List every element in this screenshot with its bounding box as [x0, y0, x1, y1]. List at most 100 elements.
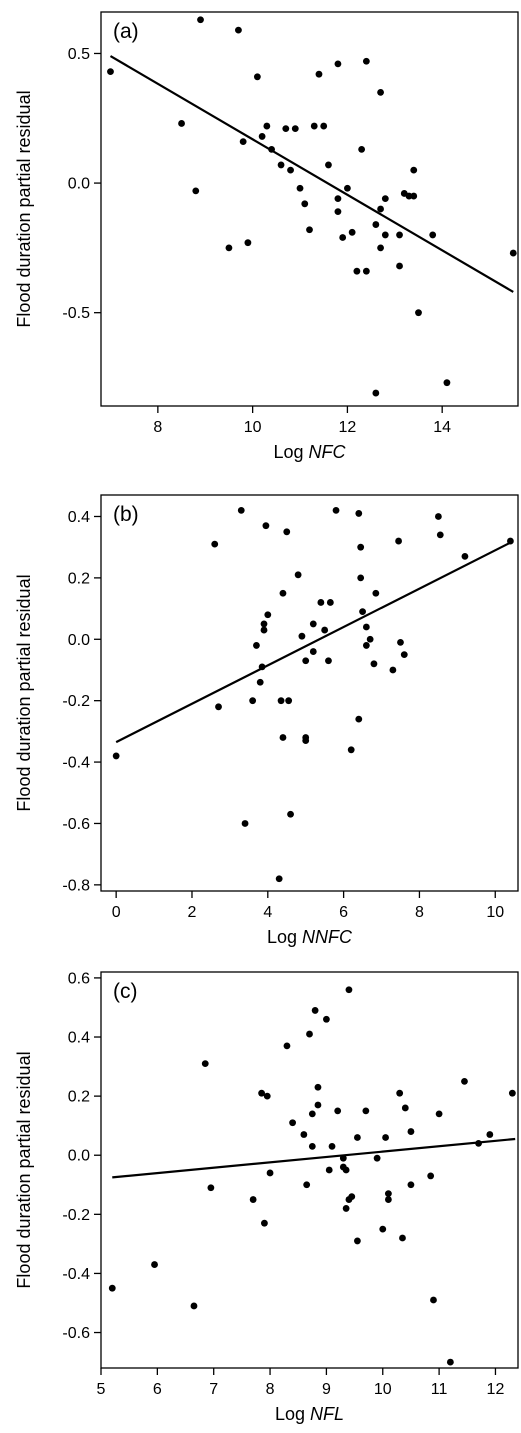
data-point — [434, 513, 442, 520]
x-tick-label: 8 — [153, 419, 162, 436]
data-point — [436, 531, 444, 539]
data-point — [362, 642, 370, 649]
data-point — [300, 1131, 308, 1138]
y-tick-label: -0.6 — [62, 1325, 90, 1342]
data-point — [384, 1190, 392, 1198]
y-axis-label: Flood duration partial residual — [14, 90, 34, 327]
data-point — [415, 309, 422, 317]
data-point — [359, 608, 366, 616]
y-tick-label: -0.4 — [62, 755, 90, 772]
data-point — [268, 145, 275, 153]
data-point — [258, 133, 266, 140]
data-point — [357, 574, 365, 582]
data-point — [260, 620, 268, 628]
x-tick-label: 10 — [486, 904, 504, 921]
x-axis-label-prefix: Log — [273, 442, 308, 462]
data-point — [342, 1166, 350, 1174]
data-point — [253, 642, 260, 649]
data-point — [328, 1142, 336, 1150]
data-point — [355, 510, 363, 517]
data-point — [475, 1140, 482, 1147]
data-point — [301, 200, 309, 208]
data-point — [362, 1107, 370, 1115]
data-point — [381, 231, 389, 239]
data-point — [325, 657, 332, 665]
plot-frame — [100, 11, 519, 407]
data-point — [315, 70, 323, 78]
x-tick-label: 5 — [97, 1381, 106, 1398]
data-point — [435, 1110, 443, 1118]
data-point — [291, 125, 299, 133]
data-point — [373, 1154, 381, 1162]
data-point — [215, 703, 222, 711]
data-point — [461, 1077, 468, 1085]
data-point — [334, 1107, 342, 1115]
x-tick-label: 11 — [431, 1381, 448, 1398]
data-point — [446, 1358, 454, 1366]
data-point — [262, 522, 270, 530]
data-point — [401, 1104, 409, 1112]
data-point — [382, 1134, 389, 1141]
data-point — [311, 1007, 319, 1014]
data-point — [362, 623, 370, 631]
data-point — [264, 611, 272, 619]
data-point — [334, 60, 342, 68]
data-point — [308, 1142, 316, 1150]
data-point — [303, 1181, 311, 1189]
y-axis-label: Flood duration partial residual — [14, 574, 34, 811]
data-point — [334, 208, 342, 215]
data-point — [241, 820, 249, 827]
data-point — [396, 231, 403, 239]
data-point — [396, 262, 403, 270]
data-point — [283, 1042, 291, 1050]
x-axis-label-variable: NNFC — [302, 927, 353, 947]
chart-panel-1: 8 10 12 14 -0.5 0.0 0.5 Log NFC Flood duration p… — [14, 11, 519, 462]
x-tick-label: 12 — [487, 1381, 505, 1398]
data-point — [362, 267, 370, 275]
data-point — [256, 678, 264, 686]
data-point — [314, 1101, 322, 1109]
data-point — [405, 192, 413, 200]
data-point — [263, 1092, 271, 1100]
chart-panel-2: 0 2 4 6 8 10 -0.8 -0.6 -0.4 -0.2 0.0 0.2 0.4 Log NNFC… — [14, 494, 519, 947]
data-point — [389, 666, 397, 674]
y-tick-label: 0.4 — [68, 1030, 90, 1047]
data-point — [263, 122, 271, 130]
y-tick-label: -0.2 — [62, 693, 90, 710]
data-point — [399, 1234, 406, 1242]
data-point — [384, 1196, 392, 1203]
data-point — [320, 122, 328, 130]
data-point — [321, 626, 329, 634]
x-axis-label: Log NFL — [275, 1404, 344, 1424]
data-point — [508, 1089, 516, 1097]
data-point — [302, 737, 310, 744]
x-tick-label: 2 — [188, 904, 197, 921]
data-point — [178, 120, 185, 127]
data-point — [366, 635, 374, 643]
data-point — [397, 638, 404, 646]
x-tick-label: 0 — [112, 904, 121, 921]
data-point — [396, 1089, 404, 1097]
y-tick-label: 0.0 — [68, 176, 90, 193]
data-point — [112, 752, 120, 760]
data-point — [275, 875, 283, 883]
x-tick-label: 4 — [263, 904, 272, 921]
y-tick-label: -0.4 — [62, 1266, 90, 1283]
data-point — [302, 657, 310, 665]
data-point — [362, 57, 370, 65]
data-point — [309, 620, 317, 628]
data-point — [326, 599, 334, 606]
data-point — [395, 537, 402, 545]
y-tick-label: 0.5 — [68, 46, 90, 63]
y-tick-label: 0.0 — [68, 632, 90, 649]
data-point — [249, 1196, 257, 1203]
data-point — [353, 267, 361, 275]
data-point — [355, 715, 363, 723]
data-point — [443, 379, 451, 387]
data-point — [287, 810, 294, 818]
data-point — [249, 697, 257, 705]
x-axis-label-variable: NFL — [310, 1404, 344, 1424]
data-point — [261, 1219, 268, 1227]
data-point — [298, 632, 306, 640]
x-axis-label: Log NFC — [273, 442, 346, 462]
